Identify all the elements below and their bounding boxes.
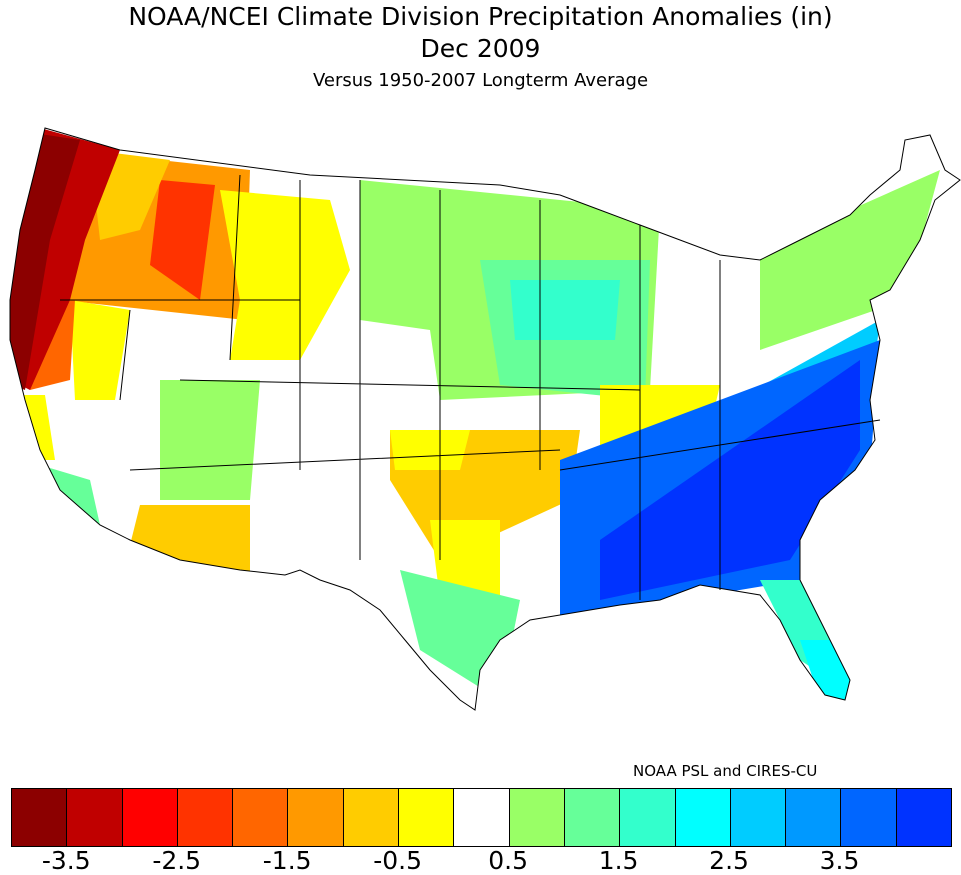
legend-swatch <box>896 789 952 846</box>
legend-swatch <box>620 789 676 846</box>
credit-text: NOAA PSL and CIRES-CU <box>633 762 818 780</box>
region-ok-yellow <box>390 430 470 470</box>
legend-swatch <box>233 789 289 846</box>
legend-swatch <box>12 789 68 846</box>
legend-tick-label: 0.5 <box>488 846 528 875</box>
legend-tick-label: -2.5 <box>152 846 202 875</box>
legend-tick-label: -3.5 <box>41 846 91 875</box>
legend-swatch <box>343 789 400 846</box>
legend-swatch <box>564 789 621 846</box>
legend-tick-label: -0.5 <box>373 846 423 875</box>
region-ut-co <box>160 380 260 500</box>
legend-swatch <box>122 789 178 846</box>
legend-tick-label: 3.5 <box>819 846 860 875</box>
legend-swatch <box>67 789 123 846</box>
legend-tick-label: 2.5 <box>709 846 749 875</box>
division-lines <box>60 174 881 600</box>
legend-swatch <box>730 789 787 846</box>
legend-swatch <box>288 789 344 846</box>
region-ne <box>760 170 940 350</box>
legend-tick-label: -1.5 <box>262 846 312 875</box>
map-borders <box>9 127 961 711</box>
chart-period: Dec 2009 <box>420 34 541 63</box>
region-id <box>150 180 215 300</box>
region-tx-central <box>430 520 500 600</box>
color-legend <box>11 788 952 847</box>
legend-tick-label: 1.5 <box>598 846 639 875</box>
legend-swatch <box>786 789 842 846</box>
legend-swatch <box>454 789 510 846</box>
chart-title: NOAA/NCEI Climate Division Precipitation… <box>128 2 833 31</box>
legend-swatch <box>675 789 731 846</box>
region-iowa <box>510 280 620 340</box>
region-mt-wy <box>220 190 350 360</box>
chart-subtitle: Versus 1950-2007 Longterm Average <box>312 70 649 91</box>
us-precip-anomaly-map <box>9 127 961 711</box>
region-az <box>130 505 250 580</box>
region-nv <box>70 300 130 400</box>
legend-swatch <box>399 789 455 846</box>
legend-swatch <box>177 789 234 846</box>
region-se-core <box>600 360 860 600</box>
legend-swatch <box>509 789 565 846</box>
legend-swatch <box>841 789 897 846</box>
